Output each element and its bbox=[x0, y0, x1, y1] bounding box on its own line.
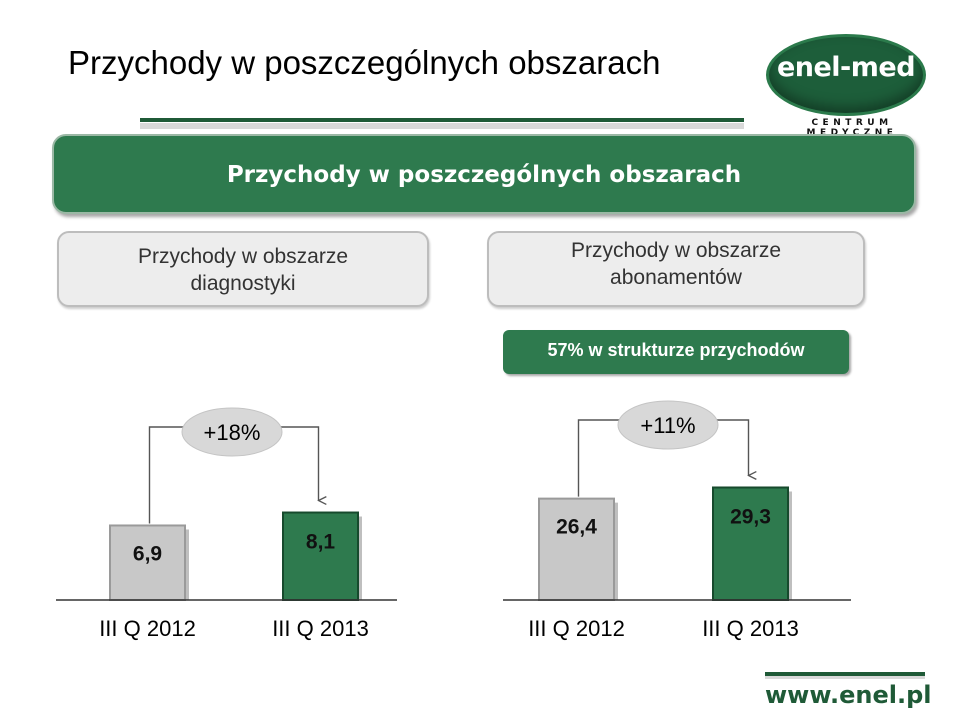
growth-label: +11% bbox=[640, 413, 695, 438]
bar-2-1 bbox=[538, 497, 615, 601]
growth-badge bbox=[181, 407, 283, 457]
diagnostics-box-line2: diagnostyki bbox=[190, 272, 296, 295]
value-label: 6,9 bbox=[133, 542, 162, 565]
subscriptions-box-line1: Przychody w obszarze bbox=[570, 239, 782, 262]
bar-1-2 bbox=[282, 511, 359, 602]
share-badge: 57% w strukturze przychodów bbox=[503, 330, 849, 374]
footer-rule-shadow bbox=[765, 676, 925, 679]
category-label: III Q 2012 bbox=[99, 616, 196, 641]
value-label: 26,4 bbox=[556, 516, 597, 539]
slide-title: Przychody w poszczególnych obszarach bbox=[68, 44, 661, 81]
logo-wordmark: enel-med bbox=[776, 52, 916, 83]
subscriptions-box-line2: abonamentów bbox=[610, 266, 742, 289]
category-label: III Q 2012 bbox=[528, 616, 625, 641]
bar-2-2 bbox=[712, 486, 789, 602]
section-banner: Przychody w poszczególnych obszarach bbox=[52, 134, 916, 214]
growth-label: +18% bbox=[204, 420, 261, 445]
enel-med-logo: enel-med CENTRUM MEDYCZNE bbox=[744, 18, 948, 148]
footer-url-block: www.enel.pl bbox=[765, 672, 932, 709]
growth-badge bbox=[617, 400, 719, 450]
header-rule-shadow bbox=[140, 123, 744, 129]
diagnostics-box-line1: Przychody w obszarze bbox=[137, 245, 349, 268]
logo-oval bbox=[766, 34, 926, 116]
logo-subtitle: CENTRUM MEDYCZNE bbox=[806, 118, 898, 138]
category-label: III Q 2013 bbox=[702, 616, 799, 641]
header-rule bbox=[140, 118, 744, 122]
category-label: III Q 2013 bbox=[272, 616, 369, 641]
footer-rule bbox=[765, 672, 925, 676]
value-label: 8,1 bbox=[306, 531, 336, 554]
footer-url[interactable]: www.enel.pl bbox=[765, 681, 932, 709]
share-badge-text: 57% w strukturze przychodów bbox=[547, 340, 805, 360]
section-banner-text: Przychody w poszczególnych obszarach bbox=[226, 162, 742, 188]
diagnostics-box: Przychody w obszarze diagnostyki bbox=[57, 231, 429, 307]
subscriptions-box: Przychody w obszarze abonamentów bbox=[487, 231, 865, 307]
value-label: 29,3 bbox=[730, 505, 771, 528]
bar-1-1 bbox=[109, 524, 186, 601]
